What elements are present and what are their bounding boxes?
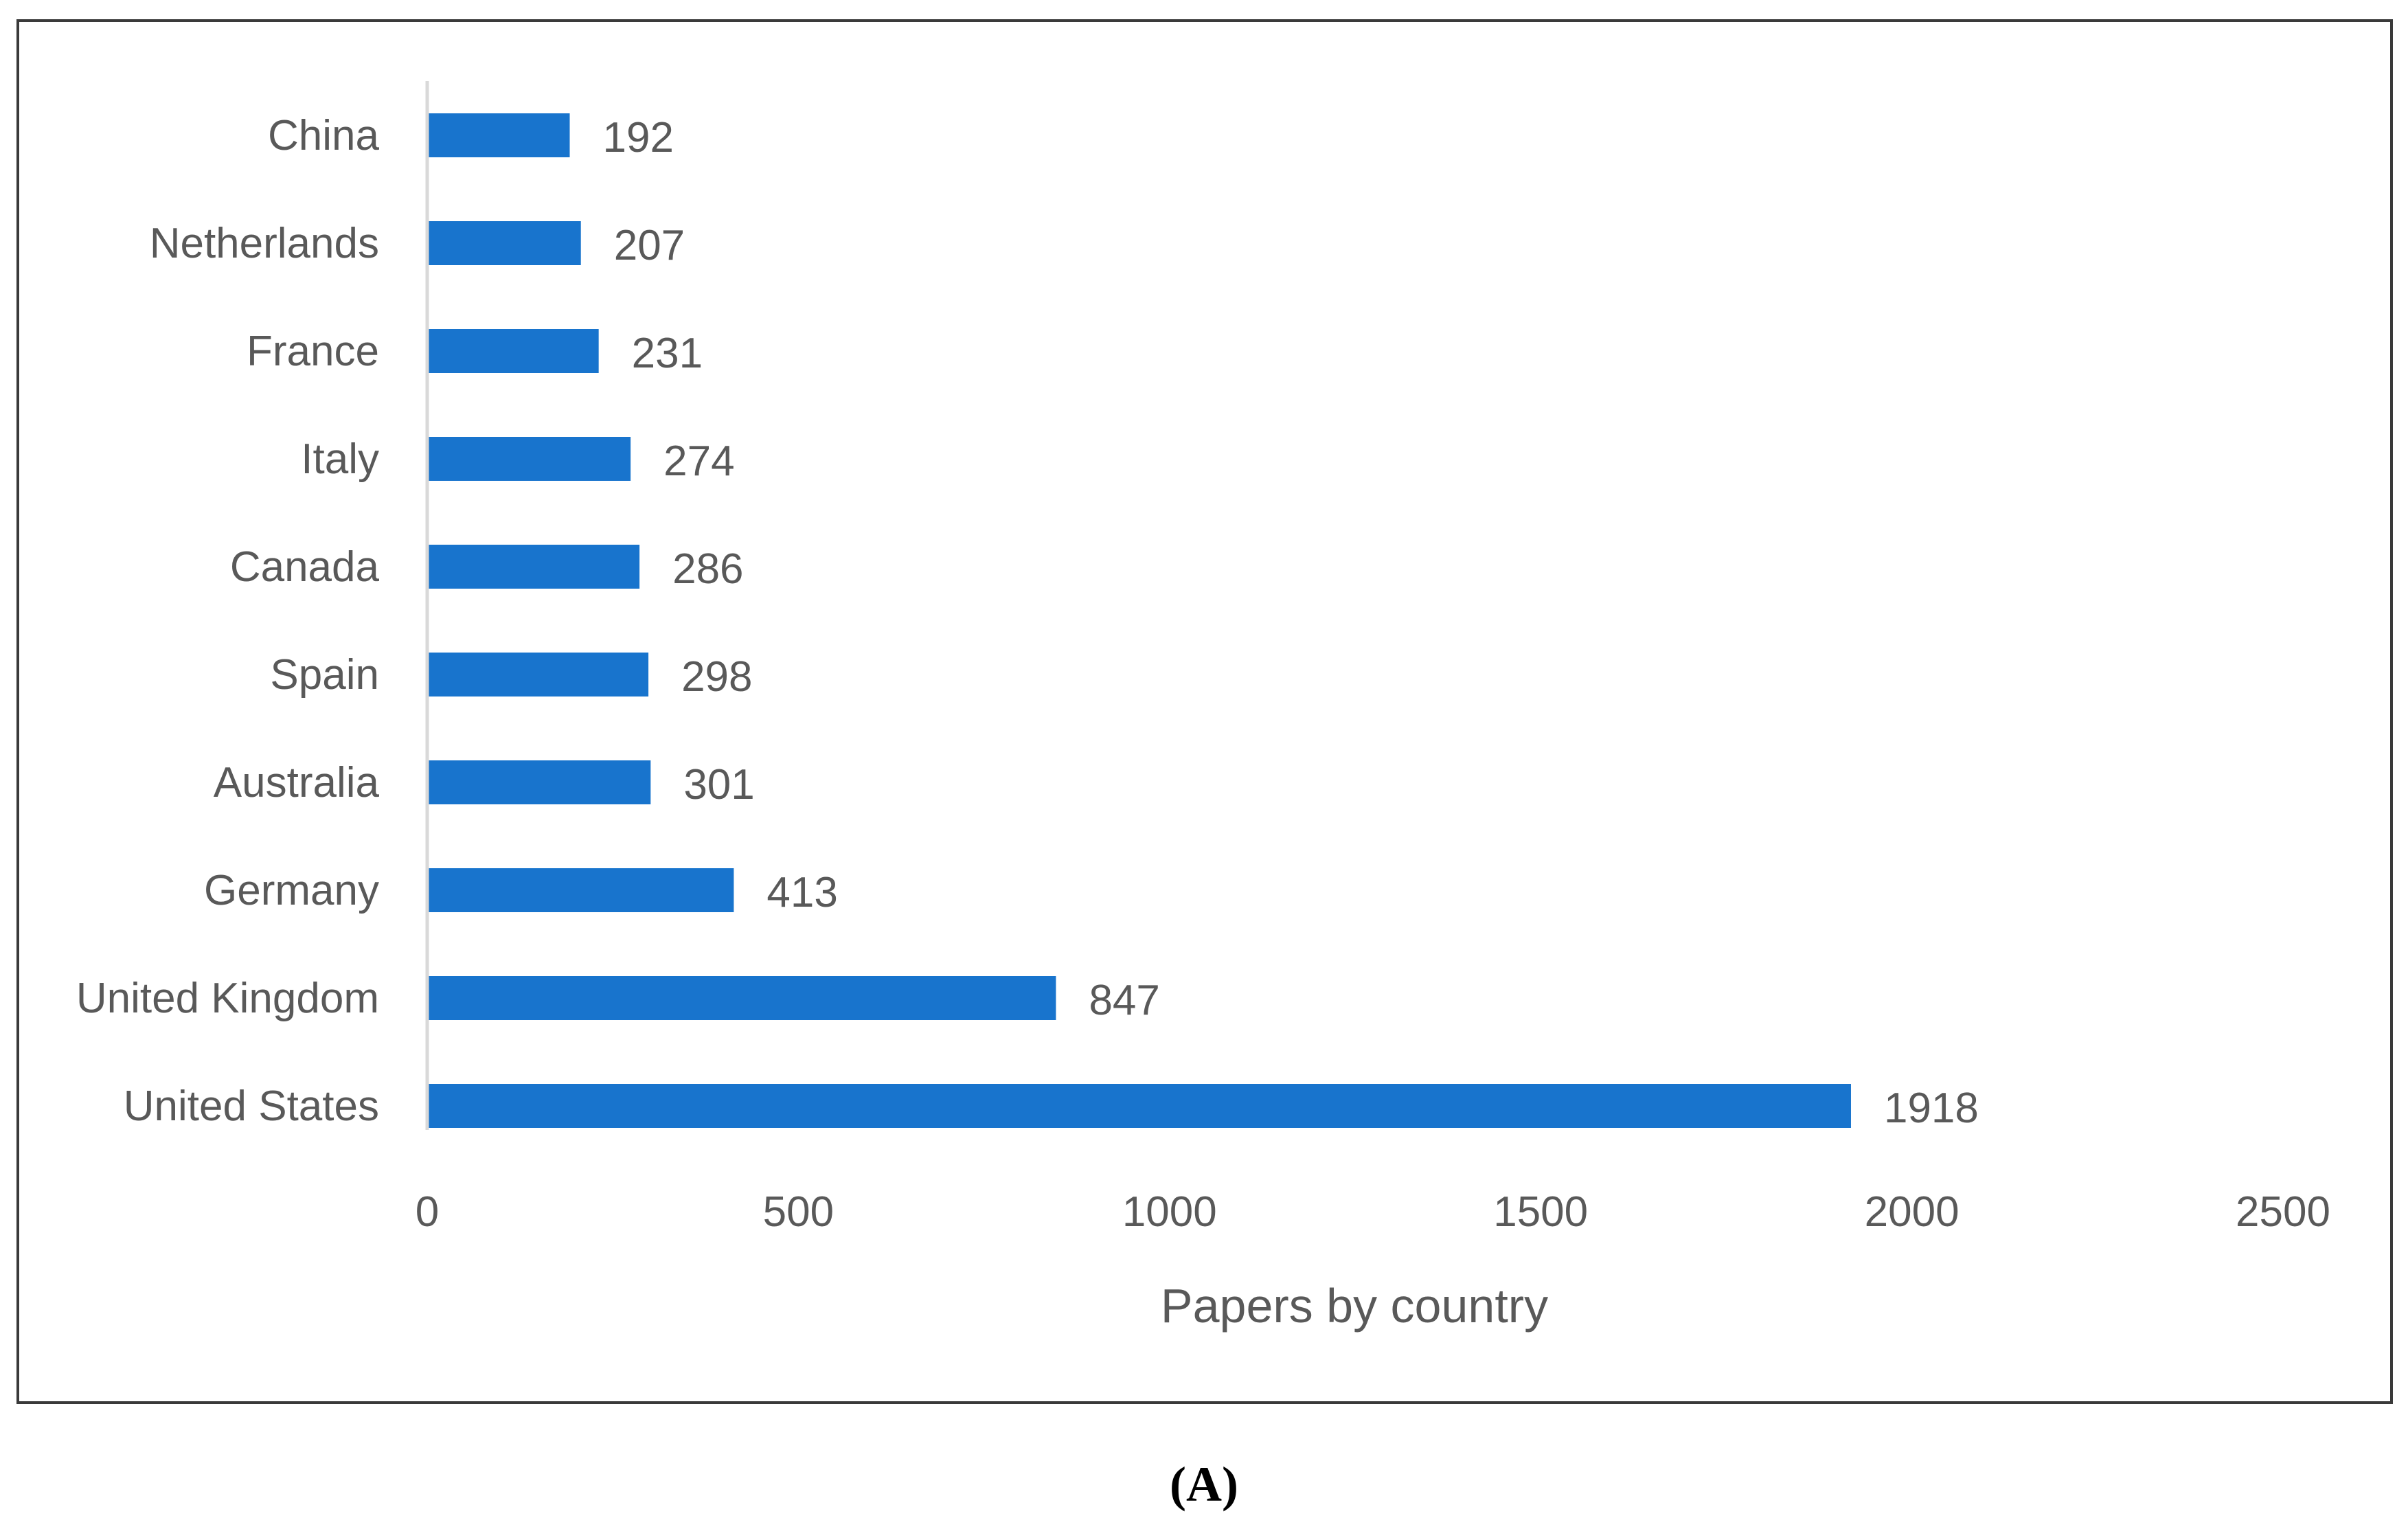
data-label: 1918 bbox=[1884, 1085, 1979, 1132]
chart-frame bbox=[16, 19, 2393, 1404]
x-tick-label: 0 bbox=[416, 1188, 439, 1236]
data-label: 231 bbox=[632, 330, 703, 377]
category-label: Germany bbox=[204, 867, 379, 914]
panel-label: (A) bbox=[1170, 1457, 1238, 1512]
bar bbox=[429, 868, 734, 912]
data-label: 298 bbox=[681, 653, 752, 701]
data-label: 207 bbox=[614, 222, 685, 269]
bar bbox=[429, 653, 649, 696]
x-tick-label: 1000 bbox=[1122, 1188, 1217, 1236]
data-label: 413 bbox=[766, 869, 837, 916]
bar bbox=[429, 976, 1056, 1020]
category-labels: China Netherlands France Italy Canada Spain Au… bbox=[76, 112, 380, 1130]
category-label: Spain bbox=[270, 651, 379, 699]
bar bbox=[429, 545, 640, 589]
bar bbox=[429, 113, 570, 157]
x-tick-label: 500 bbox=[763, 1188, 834, 1236]
x-axis-tick-labels: 0 500 1000 1500 2000 2500 bbox=[416, 1188, 2330, 1236]
category-label: China bbox=[268, 112, 380, 159]
data-label: 301 bbox=[683, 761, 754, 808]
category-label: France bbox=[247, 328, 379, 375]
bar bbox=[429, 437, 631, 481]
category-label: Italy bbox=[301, 435, 379, 483]
x-axis-title: Papers by country bbox=[1161, 1279, 1548, 1333]
bar bbox=[429, 1084, 1851, 1128]
x-tick-label: 1500 bbox=[1493, 1188, 1588, 1236]
category-label: Netherlands bbox=[150, 220, 379, 267]
data-labels: 192 207 231 274 286 298 301 413 847 1918 bbox=[603, 114, 1979, 1132]
category-label: Canada bbox=[230, 543, 380, 591]
bars-layer bbox=[429, 113, 1851, 1128]
data-label: 847 bbox=[1089, 977, 1159, 1024]
category-label: United States bbox=[124, 1083, 379, 1130]
data-label: 274 bbox=[663, 438, 734, 485]
data-label: 286 bbox=[672, 545, 743, 593]
bar bbox=[429, 329, 599, 373]
category-label: Australia bbox=[214, 759, 380, 806]
x-tick-label: 2500 bbox=[2236, 1188, 2330, 1236]
bar bbox=[429, 221, 581, 265]
bar bbox=[429, 760, 651, 804]
x-tick-label: 2000 bbox=[1865, 1188, 1960, 1236]
data-label: 192 bbox=[603, 114, 674, 161]
category-label: United Kingdom bbox=[76, 975, 379, 1022]
